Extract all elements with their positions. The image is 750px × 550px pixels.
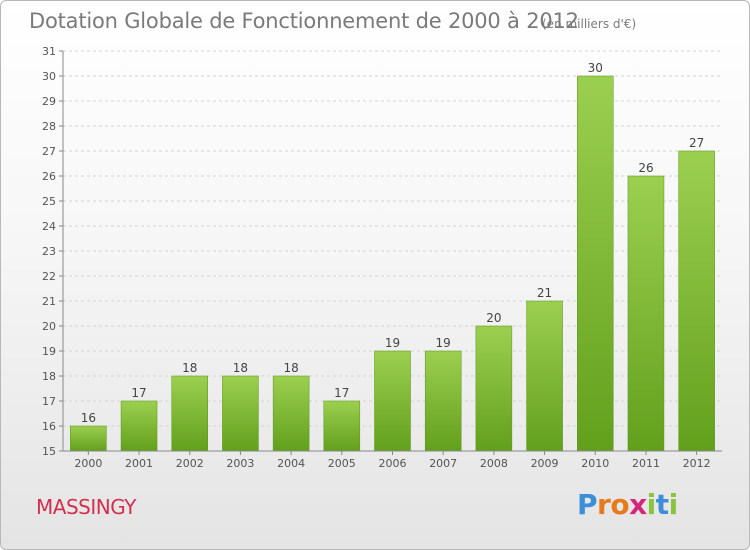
y-tick-label: 19 <box>42 345 56 358</box>
y-tick-label: 24 <box>42 220 56 233</box>
bar-value-label: 19 <box>385 336 400 350</box>
logo-letter: o <box>610 488 630 521</box>
x-tick-label: 2003 <box>226 457 254 470</box>
y-tick-label: 15 <box>42 445 56 458</box>
bar-value-label: 30 <box>588 61 603 75</box>
bar-value-label: 17 <box>334 386 349 400</box>
axes <box>59 50 722 455</box>
y-tick-label: 26 <box>42 170 56 183</box>
x-tick-label: 2002 <box>176 457 204 470</box>
chart-title: Dotation Globale de Fonctionnement de 20… <box>29 9 579 33</box>
logo-letter: P <box>577 488 598 521</box>
bar-value-label: 16 <box>81 411 96 425</box>
bar-value-label: 19 <box>436 336 451 350</box>
bar <box>374 350 411 452</box>
bar-value-label: 18 <box>182 361 197 375</box>
bar <box>222 375 259 452</box>
bar-value-label: 27 <box>689 136 704 150</box>
x-tick-label: 2005 <box>328 457 356 470</box>
y-tick-label: 20 <box>42 320 56 333</box>
y-tick-label: 16 <box>42 420 56 433</box>
y-tick-label: 25 <box>42 195 56 208</box>
bar-value-label: 26 <box>638 161 653 175</box>
bar-value-label: 18 <box>233 361 248 375</box>
x-tick-label: 2007 <box>429 457 457 470</box>
bar <box>171 375 208 452</box>
bar <box>627 175 665 452</box>
logo-letter: x <box>629 488 647 521</box>
y-tick-label: 21 <box>42 295 56 308</box>
logo-letter: i <box>668 488 679 521</box>
bar-value-label: 21 <box>537 286 552 300</box>
x-tick-label: 2011 <box>632 457 660 470</box>
x-tick-label: 2012 <box>683 457 711 470</box>
bar <box>70 425 107 452</box>
x-tick-label: 2009 <box>531 457 559 470</box>
bar <box>526 300 563 452</box>
y-tick-label: 31 <box>42 45 56 58</box>
x-tick-label: 2000 <box>74 457 102 470</box>
bar <box>272 375 310 452</box>
bar <box>577 75 614 452</box>
x-tick-label: 2006 <box>379 457 407 470</box>
bar <box>120 400 158 452</box>
labels: 15 16 17 18 19 20 21 22 23 24 25 26 27 28 29 30 31 16 2000… <box>42 45 711 470</box>
logo-letter: t <box>655 488 669 521</box>
y-tick-label: 29 <box>42 95 56 108</box>
logo-letter: r <box>597 488 611 521</box>
bar <box>678 150 715 452</box>
town-name: MASSINGY <box>36 495 136 519</box>
x-tick-label: 2010 <box>581 457 609 470</box>
chart-unit: (en milliers d'€) <box>542 17 637 31</box>
bar-value-label: 17 <box>131 386 146 400</box>
x-tick-label: 2004 <box>277 457 305 470</box>
y-tick-label: 23 <box>42 245 56 258</box>
y-tick-label: 22 <box>42 270 56 283</box>
bar <box>475 325 513 452</box>
bar <box>424 350 462 452</box>
y-tick-label: 27 <box>42 145 56 158</box>
bar-value-label: 20 <box>486 311 501 325</box>
y-tick-label: 28 <box>42 120 56 133</box>
x-tick-label: 2001 <box>125 457 153 470</box>
bars <box>70 75 715 452</box>
y-tick-label: 30 <box>42 70 56 83</box>
y-tick-label: 17 <box>42 395 56 408</box>
bar <box>323 400 361 452</box>
bar-value-label: 18 <box>283 361 298 375</box>
logo-letter: i <box>646 488 657 521</box>
x-tick-label: 2008 <box>480 457 508 470</box>
proxiti-logo: Proxiti <box>577 488 678 521</box>
y-tick-label: 18 <box>42 370 56 383</box>
